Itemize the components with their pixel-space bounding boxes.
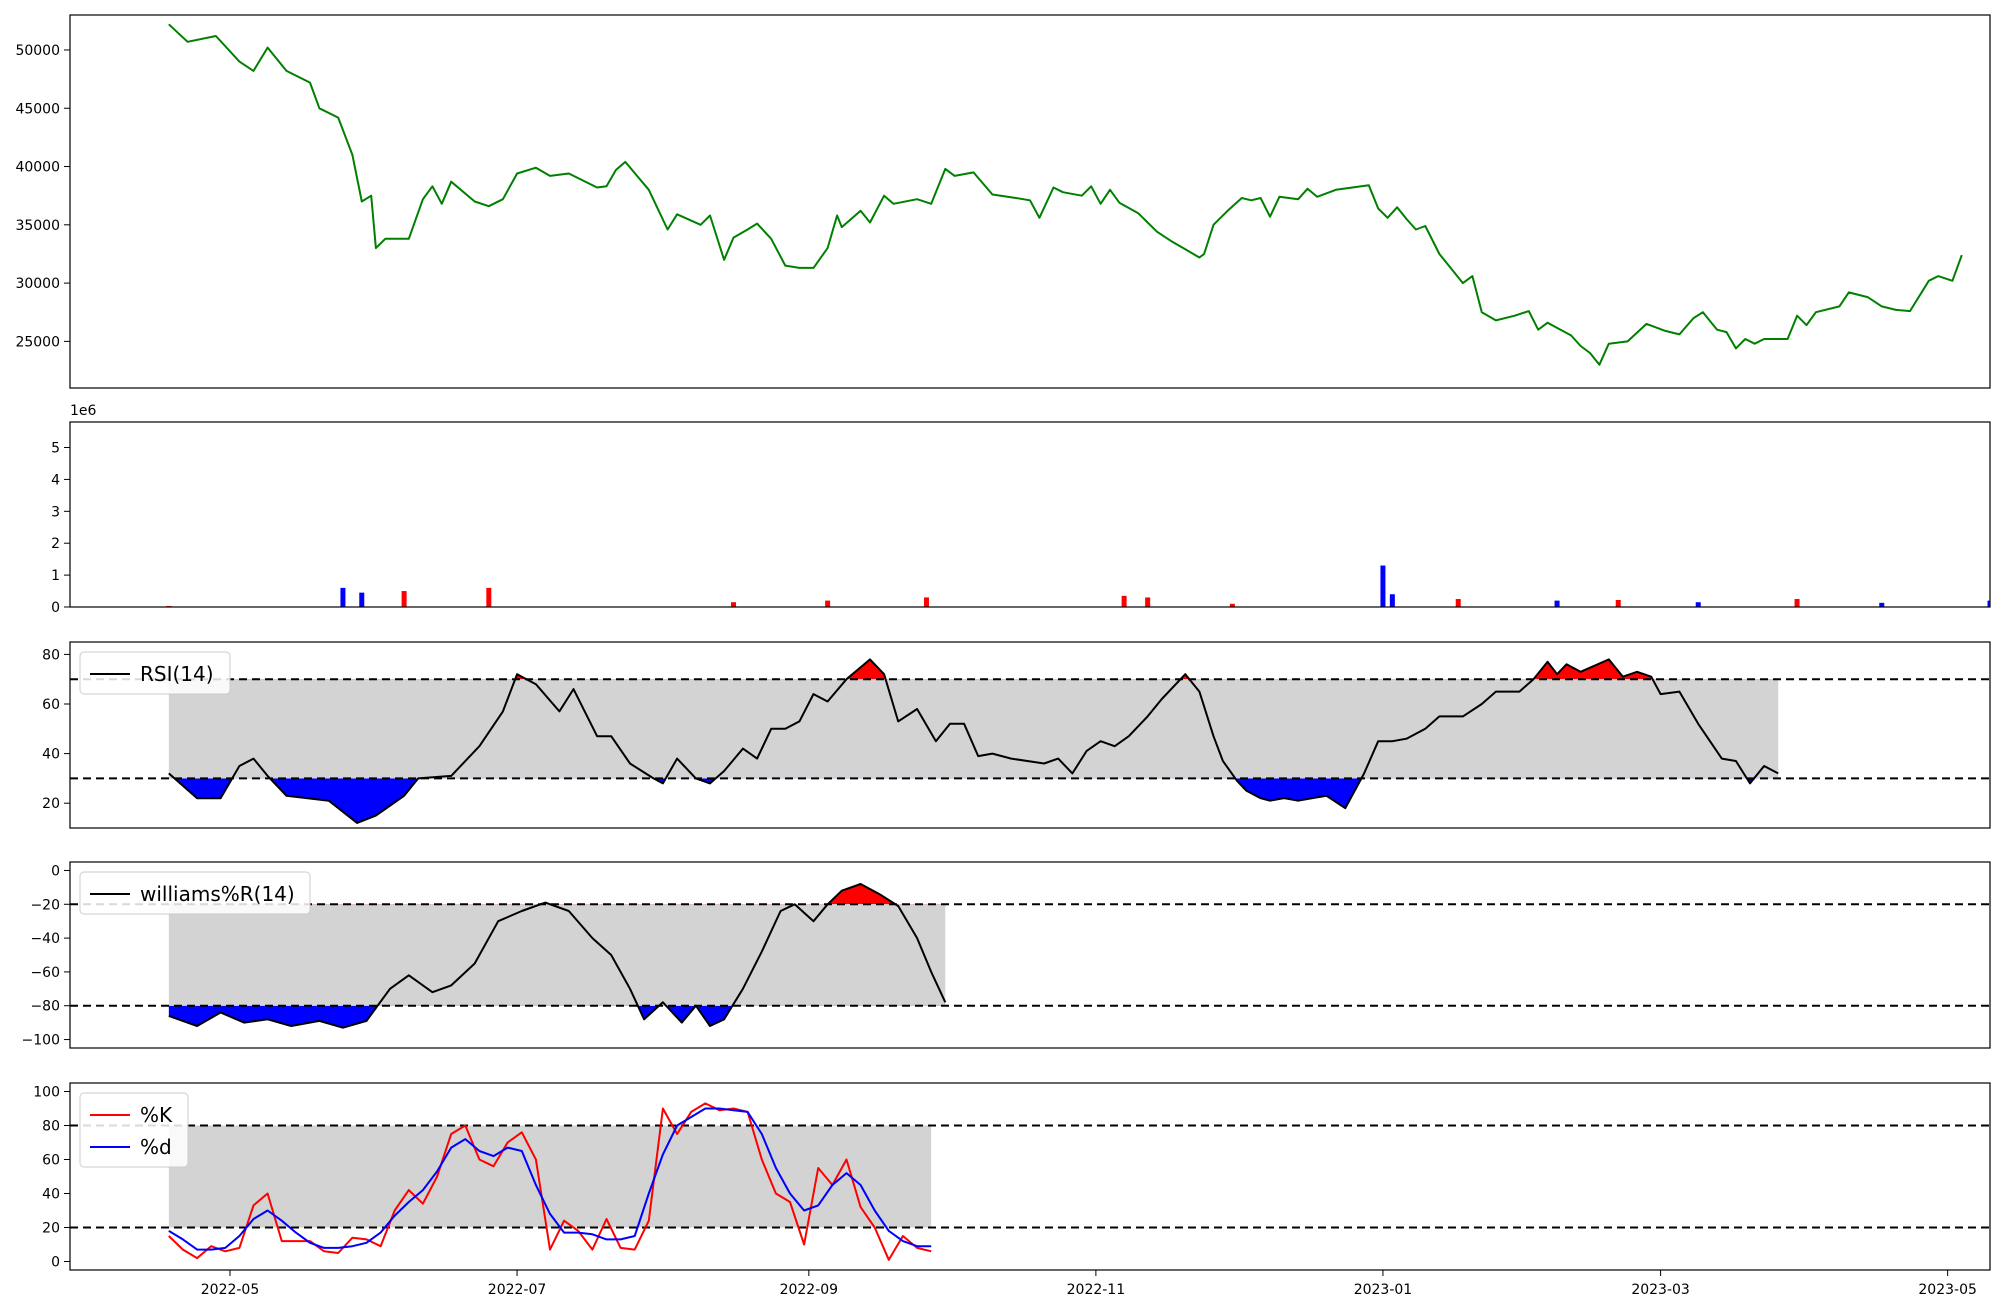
legend-box (79, 651, 231, 695)
legend: williams%R(14) (79, 871, 311, 915)
y-tick-label: 0 (51, 1255, 60, 1271)
series-line (168, 883, 947, 1029)
panel-frame (69, 1082, 1991, 1271)
oversold-fill (168, 778, 1779, 824)
panel-frame (69, 861, 1991, 1049)
y-tick-label: 20 (42, 796, 60, 812)
panel-williams: −100 −80 −60 −40 −20 0 williams%R(14) (22, 861, 1991, 1049)
legend: %K %d (79, 1092, 189, 1168)
volume-bar (359, 592, 365, 607)
volume-bar (486, 587, 492, 607)
volume-bar (731, 602, 737, 607)
volume-bar (1389, 594, 1395, 607)
y-tick-label: 35000 (15, 218, 60, 234)
panel-stochastic: 0 20 40 60 80 100 2022-05 2022-07 2022-09 2022-11… (33, 1082, 1991, 1298)
x-tick-label: 2022-05 (201, 1282, 260, 1298)
panel-frame (69, 641, 1991, 829)
legend-label: RSI(14) (140, 662, 214, 686)
legend-label: %K (140, 1103, 173, 1127)
x-tick-label: 2023-01 (1354, 1282, 1413, 1298)
overbought-fill (168, 883, 946, 905)
y-tick-label: 100 (33, 1085, 60, 1101)
x-tick-label: 2022-11 (1067, 1282, 1126, 1298)
volume-bar (1455, 599, 1461, 607)
y-tick-label: 60 (42, 697, 60, 713)
y-tick-label: 2 (51, 536, 60, 552)
y-tick-label: 45000 (15, 101, 60, 117)
volume-bar (1121, 595, 1127, 607)
volume-bar (1554, 600, 1560, 607)
y-tick-label: 80 (42, 1119, 60, 1135)
volume-bar (1615, 599, 1621, 607)
threshold-band (168, 904, 946, 1006)
y-tick-label: 4 (51, 472, 60, 488)
oversold-fill (168, 1005, 946, 1028)
y-tick-label: −80 (30, 999, 60, 1015)
y-tick-label: 20 (42, 1221, 60, 1237)
series-line (168, 1102, 932, 1261)
y-tick-label: 25000 (15, 334, 60, 350)
y-tick-label: −40 (30, 931, 60, 947)
panel-plot-area (70, 1102, 1990, 1261)
panel-plot-area (70, 883, 1990, 1029)
x-tick-label: 2022-09 (780, 1282, 839, 1298)
y-tick-label: −20 (30, 897, 60, 913)
volume-bar (825, 600, 831, 607)
volume-bar (1695, 602, 1701, 607)
panel-plot-area (168, 23, 1963, 366)
panel-volume: 0 1 2 3 4 5 1e6 (51, 403, 1991, 616)
volume-bar (1145, 597, 1151, 607)
volume-bar (401, 591, 407, 607)
overbought-fill (515, 659, 1653, 680)
y-tick-label: 5 (51, 441, 60, 457)
y-tick-label: −100 (22, 1033, 60, 1049)
threshold-band (168, 679, 1779, 779)
x-tick-label: 2022-07 (488, 1282, 547, 1298)
series-line (168, 23, 1963, 366)
volume-bar (1794, 599, 1800, 607)
y-tick-label: 0 (51, 600, 60, 616)
volume-bar (1879, 602, 1885, 607)
panel-frame (69, 421, 1991, 608)
panel-frame (69, 14, 1991, 389)
volume-bar (1229, 603, 1235, 607)
panel-price: 25000 30000 35000 40000 45000 50000 (15, 14, 1991, 389)
legend-box (79, 871, 311, 915)
volume-bar (923, 597, 929, 607)
y-tick-label: 0 (51, 863, 60, 879)
y-tick-label: 30000 (15, 276, 60, 292)
y-tick-label: 40 (42, 747, 60, 763)
series-line (168, 1107, 932, 1251)
y-tick-label: 40000 (15, 160, 60, 176)
y-tick-label: −60 (30, 965, 60, 981)
y-tick-label: 60 (42, 1153, 60, 1169)
volume-bar (1987, 600, 1990, 607)
y-tick-label: 40 (42, 1187, 60, 1203)
y-tick-label: 1 (51, 568, 60, 584)
legend-label: williams%R(14) (140, 882, 295, 906)
y-tick-label: 3 (51, 504, 60, 520)
volume-bar (1380, 565, 1386, 607)
y-tick-label: 80 (42, 647, 60, 663)
legend-box (79, 1092, 189, 1168)
legend-label: %d (140, 1135, 172, 1159)
panel-plot-area (166, 565, 1990, 607)
legend: RSI(14) (79, 651, 231, 695)
x-tick-label: 2023-05 (1918, 1282, 1977, 1298)
series-line (168, 658, 1779, 824)
panel-rsi: 20 40 60 80 RSI(14) (42, 641, 1991, 829)
y-tick-label: 50000 (15, 43, 60, 59)
volume-bar (340, 587, 346, 607)
axis-offset-label: 1e6 (70, 403, 97, 419)
x-tick-label: 2023-03 (1631, 1282, 1690, 1298)
panel-plot-area (70, 658, 1990, 824)
